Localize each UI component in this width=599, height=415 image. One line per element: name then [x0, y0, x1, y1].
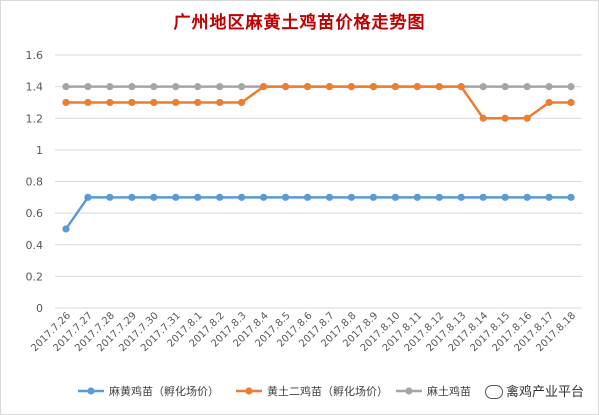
- series-1: [62, 193, 575, 233]
- data-point: [281, 193, 290, 201]
- data-point: [260, 193, 268, 201]
- data-point: [413, 193, 421, 201]
- series-2: [62, 83, 575, 122]
- data-point: [479, 83, 487, 91]
- series-lines: [62, 83, 575, 233]
- data-point: [106, 193, 114, 201]
- data-point: [106, 98, 114, 107]
- y-tick-label: 0.2: [26, 270, 44, 283]
- y-tick-label: 0.8: [26, 176, 44, 189]
- data-point: [435, 193, 443, 201]
- legend-label: 麻黄鸡苗（孵化场价）: [109, 384, 219, 398]
- gridlines: [55, 54, 582, 309]
- y-tick-label: 0: [36, 302, 43, 315]
- data-point: [347, 193, 356, 201]
- data-point: [325, 193, 334, 201]
- data-point: [216, 83, 224, 91]
- data-point: [216, 193, 224, 201]
- data-point: [435, 83, 443, 91]
- y-tick-label: 0.4: [26, 239, 44, 252]
- data-point: [303, 193, 312, 201]
- data-point: [172, 98, 180, 107]
- legend-swatch-marker: [405, 387, 413, 395]
- data-point: [216, 98, 224, 107]
- data-point: [194, 83, 202, 91]
- data-point: [501, 83, 509, 91]
- x-axis-ticks: 2017.7.262017.7.272017.7.282017.7.292017…: [29, 310, 578, 354]
- data-point: [369, 83, 377, 91]
- data-point: [501, 193, 509, 201]
- data-point: [172, 193, 180, 201]
- data-point: [501, 114, 509, 122]
- data-point: [457, 193, 465, 201]
- data-point: [391, 193, 399, 201]
- data-point: [567, 83, 575, 91]
- data-point: [391, 83, 399, 91]
- data-point: [194, 193, 202, 201]
- chart-title: 广州地区麻黄土鸡苗价格走势图: [173, 13, 426, 33]
- legend-label: 麻土鸡苗: [427, 384, 471, 398]
- y-axis-ticks: 0 0.2 0.4 0.6 0.8 1 1.2 1.4 1.6: [26, 49, 44, 315]
- data-point: [479, 193, 487, 201]
- data-point: [128, 98, 136, 107]
- data-point: [150, 83, 158, 91]
- data-point: [128, 83, 136, 91]
- y-tick-label: 1: [36, 144, 43, 157]
- data-point: [150, 98, 158, 107]
- data-point: [260, 83, 268, 91]
- data-point: [545, 193, 553, 201]
- y-tick-label: 1.2: [26, 112, 44, 125]
- data-point: [413, 83, 421, 91]
- data-point: [238, 193, 246, 201]
- data-point: [523, 114, 531, 122]
- data-point: [457, 83, 465, 91]
- legend-swatch-marker: [87, 387, 95, 395]
- legend: 麻黄鸡苗（孵化场价） 黄土二鸡苗（孵化场价） 麻土鸡苗: [78, 384, 471, 398]
- data-point: [62, 98, 70, 107]
- data-point: [567, 193, 575, 201]
- data-point: [128, 193, 136, 201]
- data-point: [84, 83, 92, 91]
- data-point: [523, 83, 531, 91]
- y-tick-label: 1.6: [26, 49, 44, 62]
- data-point: [303, 83, 312, 91]
- legend-item-3: 麻土鸡苗: [396, 384, 471, 398]
- data-point: [479, 114, 487, 122]
- series-line: [65, 85, 572, 120]
- y-tick-label: 0.6: [26, 207, 44, 220]
- legend-item-1: 麻黄鸡苗（孵化场价）: [78, 384, 219, 398]
- y-tick-label: 1.4: [26, 81, 44, 94]
- data-point: [62, 83, 70, 91]
- legend-label: 黄土二鸡苗（孵化场价）: [267, 384, 388, 398]
- data-point: [325, 83, 334, 91]
- data-point: [347, 83, 356, 91]
- data-point: [523, 193, 531, 201]
- legend-item-2: 黄土二鸡苗（孵化场价）: [236, 384, 388, 398]
- data-point: [84, 98, 92, 107]
- data-point: [106, 83, 114, 91]
- data-point: [545, 83, 553, 91]
- legend-swatch-marker: [245, 387, 253, 395]
- data-point: [545, 98, 553, 107]
- series-line: [64, 196, 572, 230]
- data-point: [172, 83, 180, 91]
- watermark: 禽鸡产业平台: [481, 380, 587, 401]
- wechat-icon: [484, 384, 503, 399]
- data-point: [238, 98, 246, 107]
- data-point: [281, 83, 290, 91]
- data-point: [369, 193, 377, 201]
- data-point: [238, 83, 246, 91]
- data-point: [567, 98, 575, 107]
- data-point: [194, 98, 202, 107]
- data-point: [62, 225, 70, 233]
- data-point: [150, 193, 158, 201]
- data-point: [84, 193, 92, 201]
- watermark-text: 禽鸡产业平台: [505, 385, 584, 400]
